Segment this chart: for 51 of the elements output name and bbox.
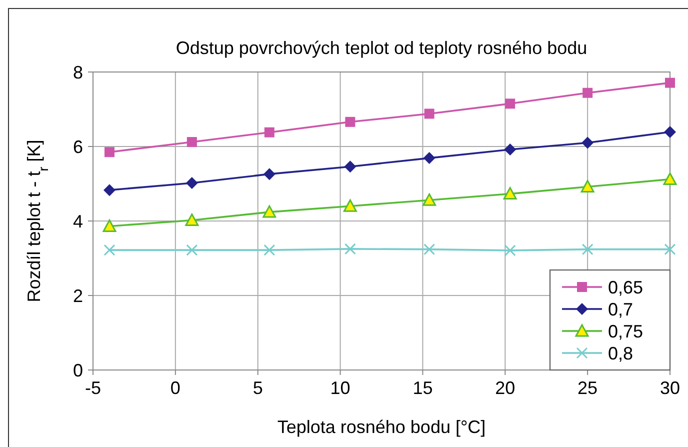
point <box>424 108 434 119</box>
chart-title: Odstup povrchových teplot od teploty rosného bodu <box>176 38 588 58</box>
x-axis-title: Teplota rosného bodu [°C] <box>277 417 486 437</box>
x-tick-label: 30 <box>660 378 680 398</box>
point <box>503 187 517 200</box>
x-tick-label: 15 <box>412 378 433 398</box>
point <box>343 199 357 212</box>
point <box>186 244 198 256</box>
point <box>264 127 274 138</box>
x-tick-label: 20 <box>495 378 516 398</box>
point <box>582 136 594 149</box>
x-tick-label: 25 <box>578 378 598 398</box>
point <box>424 244 436 256</box>
point <box>344 160 356 173</box>
point <box>504 143 516 156</box>
legend-label: 0,8 <box>608 343 634 364</box>
x-tick-label: 0 <box>170 378 180 398</box>
point <box>423 152 436 164</box>
y-tick-label: 2 <box>72 286 83 306</box>
y-tick-label: 6 <box>72 136 83 157</box>
point <box>665 78 675 88</box>
point <box>104 244 116 256</box>
legend-label: 0,75 <box>608 321 644 342</box>
point <box>663 172 677 186</box>
x-tick-label: 5 <box>252 378 263 398</box>
point <box>422 193 436 206</box>
point <box>345 116 356 127</box>
point <box>504 244 516 256</box>
point <box>186 137 197 148</box>
point <box>344 243 356 255</box>
point <box>102 219 116 232</box>
y-tick-label: 4 <box>72 211 83 232</box>
x-tick-label: 10 <box>330 378 350 398</box>
point <box>103 184 116 196</box>
point <box>185 214 199 226</box>
point <box>582 244 594 256</box>
y-tick-label: 0 <box>72 360 83 380</box>
point <box>262 205 276 218</box>
point <box>505 98 516 109</box>
point <box>186 177 198 190</box>
point <box>104 147 114 158</box>
point <box>263 168 276 180</box>
point <box>264 244 276 256</box>
legend-label: 0,7 <box>608 299 634 320</box>
point <box>664 244 676 256</box>
point <box>580 180 594 192</box>
point <box>582 88 593 98</box>
x-tick-label: -5 <box>84 378 102 398</box>
y-tick-label: 8 <box>72 62 83 82</box>
point <box>664 126 676 138</box>
legend-label: 0,65 <box>608 277 644 298</box>
